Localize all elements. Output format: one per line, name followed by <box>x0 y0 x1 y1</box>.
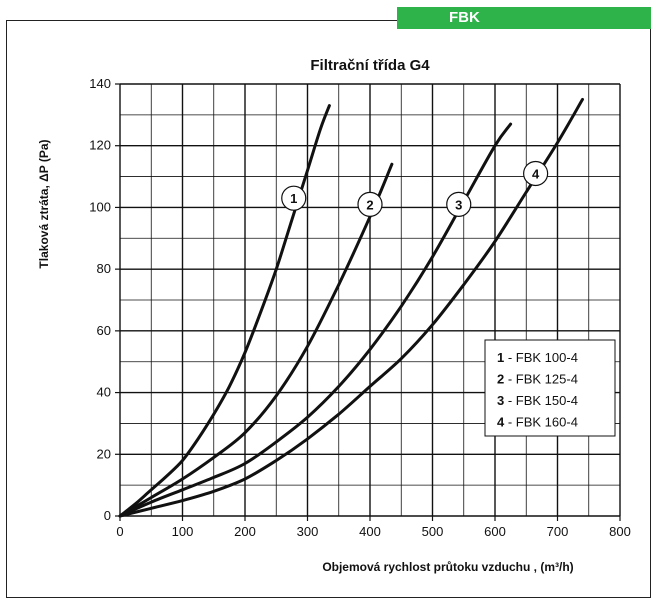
legend-entry-number: 3 <box>497 393 504 408</box>
series-line-4 <box>118 97 584 518</box>
curve-label-circle <box>523 160 549 187</box>
legend-entry: 1 - FBK 100-4 <box>497 350 578 365</box>
y-tick-label: 20 <box>97 446 111 461</box>
legend-entry: 2 - FBK 125-4 <box>497 372 578 387</box>
curve-label-text: 2 <box>366 197 373 212</box>
x-tick-label: 100 <box>172 524 194 539</box>
series-line-3 <box>118 122 513 518</box>
legend-entry-label: - FBK 150-4 <box>504 393 578 408</box>
curve-label-circle <box>446 191 472 217</box>
chart-title: Filtrační třída G4 <box>310 57 430 74</box>
x-tick-label: 300 <box>297 524 319 539</box>
curves: 1 2 3 4 <box>118 97 584 518</box>
y-tick-label: 0 <box>104 508 111 523</box>
x-tick-label: 0 <box>116 524 123 539</box>
tick-labels: 0 100 200 300 400 500 600 700 800 0 20 40 60 80 100 120… <box>89 76 631 539</box>
legend-entry: 4 - FBK 160-4 <box>497 415 578 430</box>
x-tick-label: 400 <box>359 524 381 539</box>
legend-entry: 3 - FBK 150-4 <box>497 393 578 408</box>
legend: 1 - FBK 100-42 - FBK 125-43 - FBK 150-44… <box>484 339 616 437</box>
legend-entry-number: 4 <box>497 415 505 430</box>
curve-label-text: 3 <box>455 197 462 212</box>
chart-frame <box>6 20 651 598</box>
x-axis-label: Objemová rychlost průtoku vzduchu , (m³/… <box>322 560 573 574</box>
y-tick-label: 80 <box>97 261 111 276</box>
series-line-2 <box>118 162 394 518</box>
legend-entry-label: - FBK 125-4 <box>504 372 578 387</box>
curve-label-text: 4 <box>532 166 540 181</box>
x-tick-label: 800 <box>609 524 631 539</box>
x-tick-label: 700 <box>547 524 569 539</box>
grid <box>119 83 621 517</box>
curve-label-circle <box>357 191 383 217</box>
legend-entry-number: 1 <box>497 350 504 365</box>
y-axis-label: Tlaková ztráta, ΔP (Pa) <box>37 139 51 268</box>
y-tick-label: 40 <box>97 385 111 400</box>
curve-label-circle <box>281 185 307 211</box>
legend-entry-label: - FBK 100-4 <box>504 350 578 365</box>
y-tick-label: 120 <box>89 138 111 153</box>
legend-box <box>484 339 616 437</box>
x-tick-label: 500 <box>422 524 444 539</box>
legend-entry-number: 2 <box>497 372 504 387</box>
x-tick-label: 200 <box>234 524 256 539</box>
y-tick-label: 100 <box>89 199 111 214</box>
x-tick-label: 600 <box>484 524 506 539</box>
legend-entry-label: - FBK 160-4 <box>504 415 578 430</box>
y-tick-label: 140 <box>89 76 111 91</box>
product-tag: FBK <box>397 7 651 29</box>
y-tick-label: 60 <box>97 323 111 338</box>
curve-label-text: 1 <box>290 191 297 206</box>
series-line-1 <box>118 104 331 518</box>
